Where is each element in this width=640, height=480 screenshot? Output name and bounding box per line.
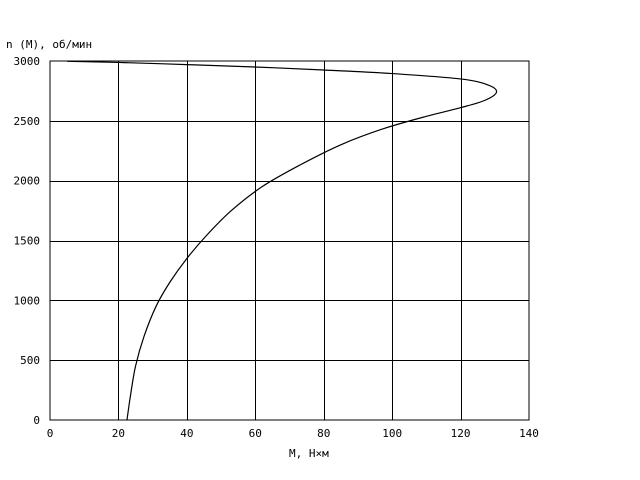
y-tick-label: 2500 (14, 115, 41, 128)
y-tick-label: 1500 (14, 235, 41, 248)
plot-frame (49, 60, 530, 421)
y-tick-label: 1000 (14, 294, 41, 307)
x-tick-label: 100 (382, 427, 402, 440)
x-tick-label: 140 (519, 427, 539, 440)
curve-layer (67, 60, 498, 421)
x-tick-label: 120 (451, 427, 471, 440)
x-tick-label: 0 (47, 427, 54, 440)
y-tick-label: 2000 (14, 175, 41, 188)
x-axis-label: M, Н×м (289, 447, 329, 460)
y-tick-label: 3000 (14, 55, 41, 68)
x-tick-label: 20 (112, 427, 125, 440)
speed-torque-curve (67, 60, 498, 421)
x-tick-label: 40 (180, 427, 193, 440)
y-axis-label: n (M), об/мин (6, 38, 92, 51)
y-tick-label: 500 (20, 354, 40, 367)
grid-lines (50, 61, 529, 420)
x-tick-label: 60 (249, 427, 262, 440)
tick-labels: 0 20 40 60 80 100 120 140 0 500 1000 1500 2000 2500 30… (14, 55, 539, 440)
x-tick-label: 80 (317, 427, 330, 440)
y-tick-label: 0 (33, 414, 40, 427)
